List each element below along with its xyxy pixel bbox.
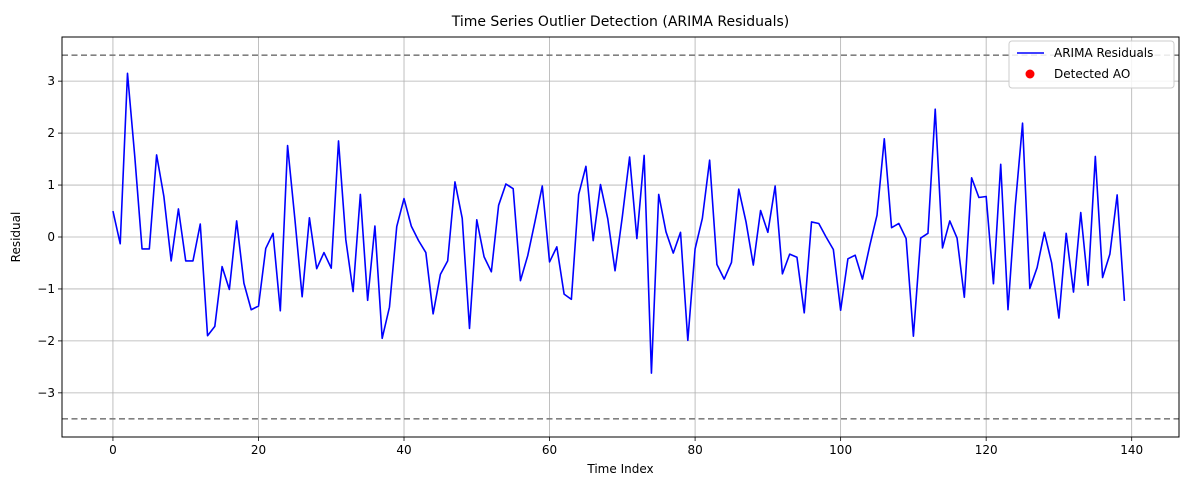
x-tick-label: 0 xyxy=(109,443,117,457)
y-axis-label: Residual xyxy=(9,212,23,263)
residuals-line xyxy=(112,72,1126,374)
y-tick-label: 2 xyxy=(47,126,55,140)
x-tick-label: 80 xyxy=(687,443,702,457)
x-tick-label: 120 xyxy=(975,443,998,457)
y-tick-label: 3 xyxy=(47,74,55,88)
legend-label-residuals: ARIMA Residuals xyxy=(1054,46,1153,60)
y-tick-label: −3 xyxy=(37,386,55,400)
x-tick-label: 140 xyxy=(1120,443,1143,457)
y-tick-label: 1 xyxy=(47,178,55,192)
legend-box xyxy=(1008,40,1175,89)
grid-lines xyxy=(62,37,1179,437)
axis-ticks: 0 20 40 60 80 100 120 140 −3 −2 −1 0 1 2 3 xyxy=(37,74,1143,457)
legend: ARIMA Residuals Detected AO xyxy=(1008,40,1175,89)
legend-label-outliers: Detected AO xyxy=(1054,67,1130,81)
x-tick-label: 20 xyxy=(251,443,266,457)
x-tick-label: 60 xyxy=(542,443,557,457)
x-tick-label: 40 xyxy=(396,443,411,457)
y-tick-label: 0 xyxy=(47,230,55,244)
threshold-lines xyxy=(62,54,1179,420)
legend-marker-swatch xyxy=(1025,69,1035,79)
series-layer xyxy=(112,72,1126,374)
x-tick-label: 100 xyxy=(829,443,852,457)
chart-title: Time Series Outlier Detection (ARIMA Res… xyxy=(451,14,790,30)
y-tick-label: −1 xyxy=(37,282,55,296)
x-axis-label: Time Index xyxy=(586,462,653,476)
y-tick-label: −2 xyxy=(37,334,55,348)
